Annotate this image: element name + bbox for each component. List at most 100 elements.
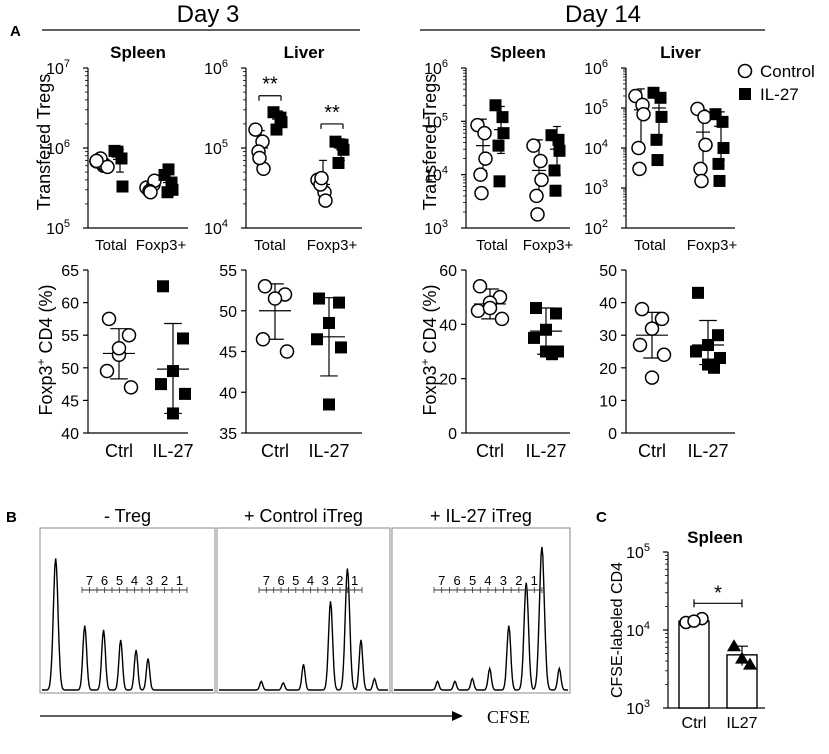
histogram-frame xyxy=(216,527,391,694)
control-point xyxy=(99,363,115,379)
control-point xyxy=(248,122,263,137)
control-point xyxy=(255,332,271,347)
ytitle-pct-left: Foxp3+ CD4 (%) xyxy=(34,284,56,415)
il27-point xyxy=(497,127,510,140)
x-tick-label: Foxp3+ xyxy=(136,237,187,254)
histogram-1: + Control iTreg 7 6 5 4 3 2 1 xyxy=(216,506,391,694)
y-tick-label: 106 xyxy=(204,58,228,78)
tick-exp: 6 xyxy=(442,58,448,70)
x-tick-label: Total xyxy=(634,237,666,254)
il27-point xyxy=(716,115,729,128)
il27-point xyxy=(311,333,323,346)
control-point xyxy=(123,380,139,395)
plot-title: Spleen xyxy=(490,43,546,62)
gate-label: 3 xyxy=(322,573,329,588)
histogram-2: + IL-27 iTreg 7 6 5 4 3 2 1 xyxy=(391,506,571,694)
y-tick-label: 40 xyxy=(439,317,457,334)
gate-label: 4 xyxy=(484,573,491,588)
il27-point xyxy=(111,145,124,158)
tick-base: 10 xyxy=(424,221,442,238)
tick-base: 10 xyxy=(584,61,602,78)
control-point xyxy=(470,303,486,318)
il27-point xyxy=(179,387,191,400)
sig-label: ** xyxy=(262,74,278,96)
control-point xyxy=(529,188,544,204)
tick-exp: 5 xyxy=(222,138,228,150)
tick-exp: 3 xyxy=(442,218,448,230)
tick-base: 10 xyxy=(626,701,644,718)
tick-base: 10 xyxy=(424,114,442,131)
control-point xyxy=(121,327,137,343)
il27-point xyxy=(727,639,741,652)
il27-point xyxy=(270,123,283,136)
gate-label: 7 xyxy=(438,573,445,588)
il27-point xyxy=(712,329,724,342)
y-tick-label: 105 xyxy=(46,218,70,238)
tick-exp: 3 xyxy=(602,178,608,190)
y-tick-label: 103 xyxy=(424,218,448,238)
gate-label: 2 xyxy=(336,573,343,588)
y-tick-label: 103 xyxy=(626,698,650,718)
tick-exp: 5 xyxy=(602,98,608,110)
y-tick-label: 60 xyxy=(439,263,457,280)
tick-base: 10 xyxy=(46,61,64,78)
il27-point xyxy=(335,341,347,354)
y-tick-label: 105 xyxy=(204,138,228,158)
y-tick-label: 105 xyxy=(626,542,650,562)
y-tick-label: 45 xyxy=(61,393,79,410)
control-point xyxy=(631,140,646,156)
y-tick-label: 40 xyxy=(61,426,79,443)
il27-point xyxy=(714,352,726,365)
x-tick-label: Total xyxy=(254,237,286,254)
control-point xyxy=(279,344,295,359)
y-tick-label: 107 xyxy=(46,58,70,78)
y-tick-label: 105 xyxy=(424,111,448,131)
gate-label: 6 xyxy=(454,573,461,588)
tick-base: 10 xyxy=(584,101,602,118)
il27-point xyxy=(333,296,345,309)
control-point xyxy=(477,125,492,141)
plot-d3-liver-pct: 35 40 45 50 55 Ctrl IL-27 xyxy=(219,263,362,461)
x-tick-label: Ctrl xyxy=(638,441,666,461)
x-tick-label: Ctrl xyxy=(476,441,504,461)
il27-point xyxy=(323,316,335,329)
y-tick-label: 0 xyxy=(608,426,617,443)
il27-point xyxy=(735,651,749,664)
tick-base: 10 xyxy=(204,61,222,78)
control-point xyxy=(694,173,709,189)
y-tick-label: 45 xyxy=(219,345,237,362)
il27-point xyxy=(161,186,174,199)
y-tick-label: 35 xyxy=(219,426,237,443)
control-point xyxy=(472,279,488,294)
panel-label-b: B xyxy=(6,509,17,526)
x-tick-label: Ctrl xyxy=(105,441,133,461)
cfse-arrowhead xyxy=(452,711,463,721)
il27-point xyxy=(650,133,663,146)
control-point xyxy=(257,279,273,294)
gate-label: 1 xyxy=(531,573,538,588)
ytitle-count-left: Transfered Tregs xyxy=(34,74,54,210)
x-tick-label: Foxp3+ xyxy=(307,237,358,254)
y-tick-label: 50 xyxy=(599,263,617,280)
ytitle-count-right: Transfered Tregs xyxy=(420,74,440,210)
cfse-xlabel: CFSE xyxy=(487,707,530,727)
y-tick-label: 50 xyxy=(219,304,237,321)
gate-label: 7 xyxy=(263,573,270,588)
il27-point xyxy=(116,180,129,193)
il27-point xyxy=(546,348,558,361)
histogram-title: - Treg xyxy=(104,506,151,526)
y-tick-label: 106 xyxy=(46,138,70,158)
control-point xyxy=(534,172,549,188)
histogram-title: + IL-27 iTreg xyxy=(430,506,532,526)
x-tick-label: Foxp3+ xyxy=(687,237,738,254)
il27-point xyxy=(548,164,561,177)
tick-base: 10 xyxy=(584,141,602,158)
x-tick-label: Total xyxy=(95,237,127,254)
gate-label: 4 xyxy=(131,573,138,588)
gate-label: 6 xyxy=(277,573,284,588)
day14-header: Day 14 xyxy=(565,1,641,28)
il27-point xyxy=(553,144,566,157)
y-tick-label: 40 xyxy=(219,385,237,402)
day3-header: Day 3 xyxy=(177,1,240,28)
